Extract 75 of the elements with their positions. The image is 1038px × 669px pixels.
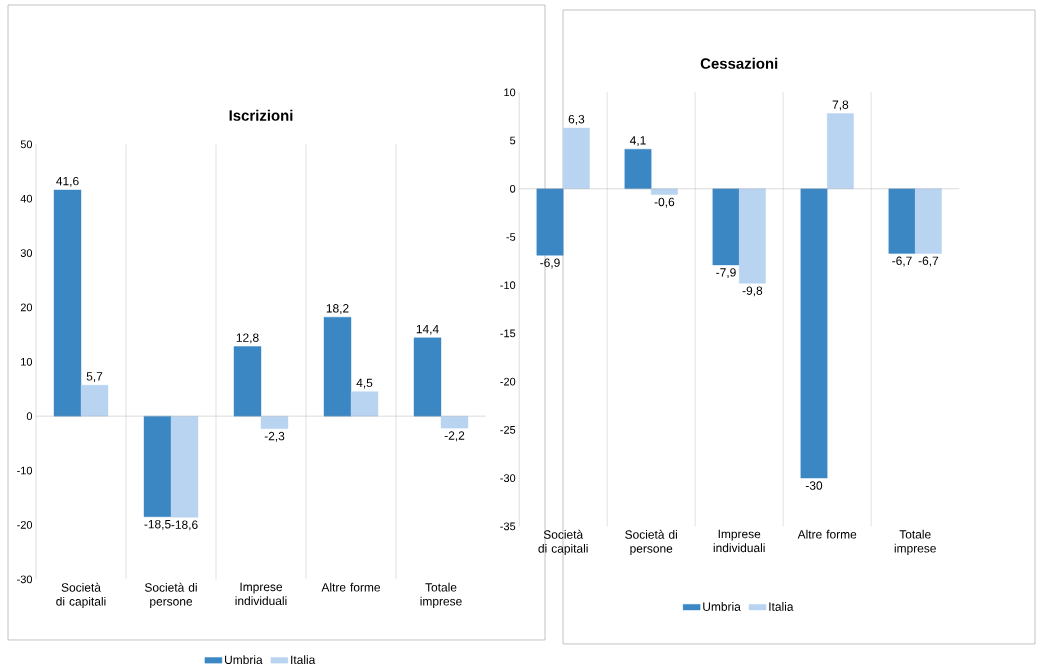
data-label: 7,8 (832, 100, 849, 111)
y-tick-label: -35 (500, 522, 516, 531)
y-tick-label: -10 (500, 281, 516, 289)
y-tick-label: 10 (504, 88, 516, 97)
bar (233, 346, 262, 417)
bar (413, 337, 442, 417)
y-tick-label: 40 (20, 194, 33, 203)
x-tick-label: Società di capitali (56, 582, 106, 608)
chart-title: Cessazioni (700, 57, 778, 69)
bar (323, 316, 352, 417)
y-tick-label: -10 (17, 466, 33, 475)
bar (624, 148, 652, 189)
bar (915, 188, 942, 254)
data-label: -30 (805, 481, 823, 490)
y-tick-label: -25 (500, 425, 516, 434)
y-tick-label: 20 (20, 303, 33, 312)
data-label: -6,7 (918, 256, 939, 267)
x-tick-label: Totale imprese (420, 582, 462, 608)
y-tick-label: 50 (20, 140, 33, 148)
bar (53, 189, 82, 417)
bar (800, 188, 828, 479)
data-label: -2,2 (444, 431, 465, 442)
x-tick-label: Società di persone (144, 582, 197, 608)
bar (536, 188, 564, 256)
bar (651, 188, 678, 195)
chart-title: Iscrizioni (229, 109, 293, 121)
bar (143, 415, 172, 517)
data-label: -6,7 (892, 256, 912, 267)
bar (350, 391, 379, 417)
legend-label: Umbria (703, 601, 741, 611)
y-tick-label: -5 (506, 232, 516, 241)
bar (260, 415, 289, 429)
bar (563, 127, 590, 189)
bar (712, 188, 740, 265)
data-label: 12,8 (236, 333, 259, 344)
bar (440, 415, 469, 429)
y-tick-label: -20 (17, 520, 33, 529)
data-label: 14,4 (416, 324, 439, 335)
y-tick-label: 30 (20, 248, 33, 257)
legend-label: Umbria (225, 655, 263, 664)
legend-label: Italia (769, 601, 794, 611)
bar (739, 188, 766, 284)
x-tick-label: Società di capitali (538, 529, 588, 555)
data-label: 5,7 (86, 372, 103, 382)
y-tick-label: 0 (26, 412, 33, 420)
y-tick-label: 0 (510, 184, 516, 193)
data-label: 18,2 (326, 303, 349, 314)
y-tick-label: -15 (500, 329, 516, 338)
data-label: 6,3 (568, 114, 585, 125)
data-label: 4,1 (629, 136, 646, 146)
x-tick-label: Altre forme (797, 529, 857, 539)
data-label: -9,8 (742, 286, 763, 297)
x-tick-label: Totale imprese (894, 529, 936, 555)
x-tick-label: Società di persone (625, 529, 677, 555)
y-tick-label: -30 (500, 474, 516, 482)
bar (888, 188, 916, 254)
bar (827, 113, 854, 189)
data-label: -2,3 (264, 431, 285, 442)
x-tick-label: Imprese individuali (235, 582, 287, 605)
y-tick-label: -30 (17, 575, 33, 583)
data-label: -0,6 (654, 197, 675, 208)
data-label: -18,6 (171, 520, 198, 531)
data-label: 41,6 (56, 176, 79, 187)
data-label: -7,9 (716, 267, 736, 278)
y-tick-label: 10 (21, 357, 33, 366)
y-tick-label: 5 (510, 136, 516, 145)
x-tick-label: Imprese individuali (713, 529, 765, 552)
data-label: -18,5 (144, 519, 171, 530)
data-label: 4,5 (356, 378, 373, 389)
x-tick-label: Altre forme (321, 582, 381, 592)
bar (170, 415, 199, 518)
data-label: -6,9 (540, 258, 560, 269)
bar (80, 384, 109, 417)
y-tick-label: -20 (500, 377, 516, 386)
legend-label: Italia (291, 655, 316, 664)
